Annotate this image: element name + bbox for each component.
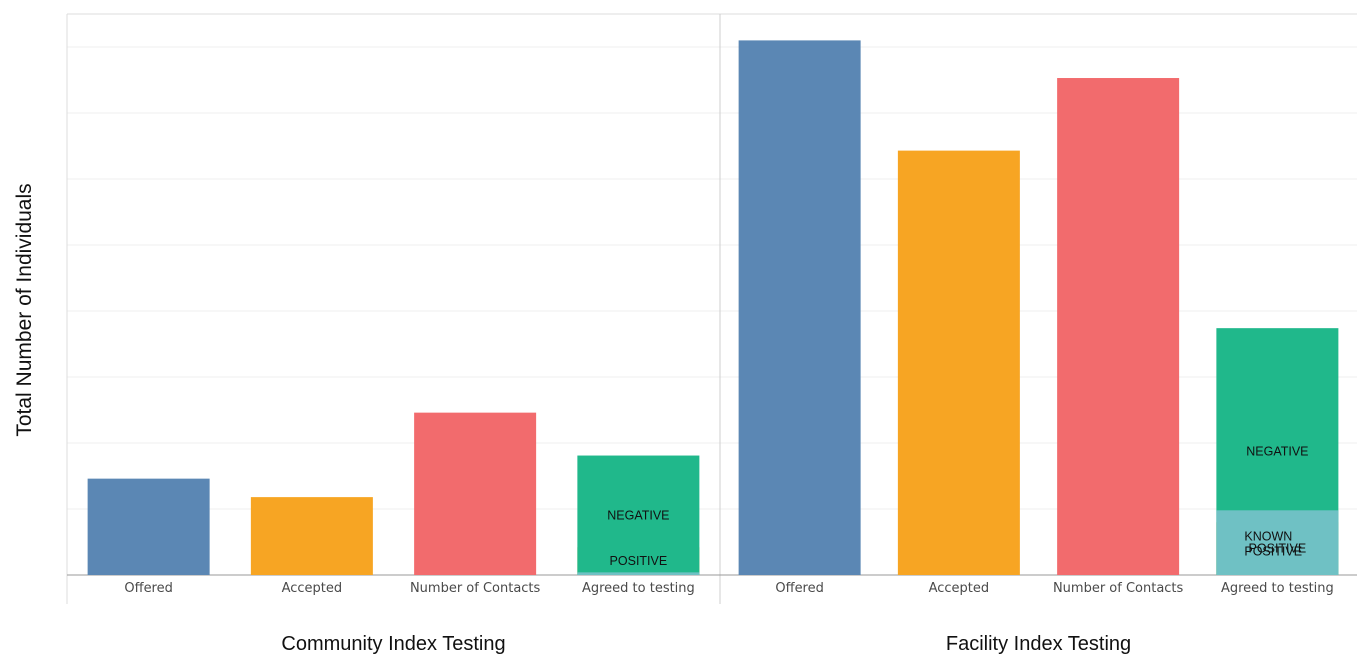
bar-segment-other [577,572,700,575]
segment-label: POSITIVE [610,554,668,568]
segment-label: NEGATIVE [607,508,669,522]
x-tick-label: Accepted [282,581,343,596]
bars [87,40,1339,576]
x-tick-label: Number of Contacts [1053,581,1184,596]
bar-accepted [250,497,373,575]
bar-accepted [897,150,1020,575]
bar-offered [738,40,861,575]
x-tick-label: Agreed to testing [582,581,695,596]
labels: Offered Accepted Number of Contacts POSITIV… [124,445,1333,654]
bar-offered [87,478,210,575]
segment-label: NEGATIVE [1246,445,1308,459]
segment-label: KNOWN POSITIVE [1244,530,1302,559]
bar-number-of-contacts [414,412,537,575]
x-tick-label: Agreed to testing [1221,581,1334,596]
panel-title: Facility Index Testing [946,633,1131,654]
bar-segment-negative [577,455,700,575]
x-tick-label: Accepted [929,581,990,596]
gridlines [67,46,1357,510]
x-tick-label: Offered [124,581,173,596]
y-axis-label: Total Number of Individuals [13,183,36,436]
segment-label: POSITIVE [1249,542,1307,556]
panel-title: Community Index Testing [281,633,505,654]
bar-number-of-contacts [1057,78,1180,576]
bar-segment-known-positive [1216,510,1339,575]
x-tick-label: Number of Contacts [410,581,541,596]
x-tick-label: Offered [775,581,824,596]
